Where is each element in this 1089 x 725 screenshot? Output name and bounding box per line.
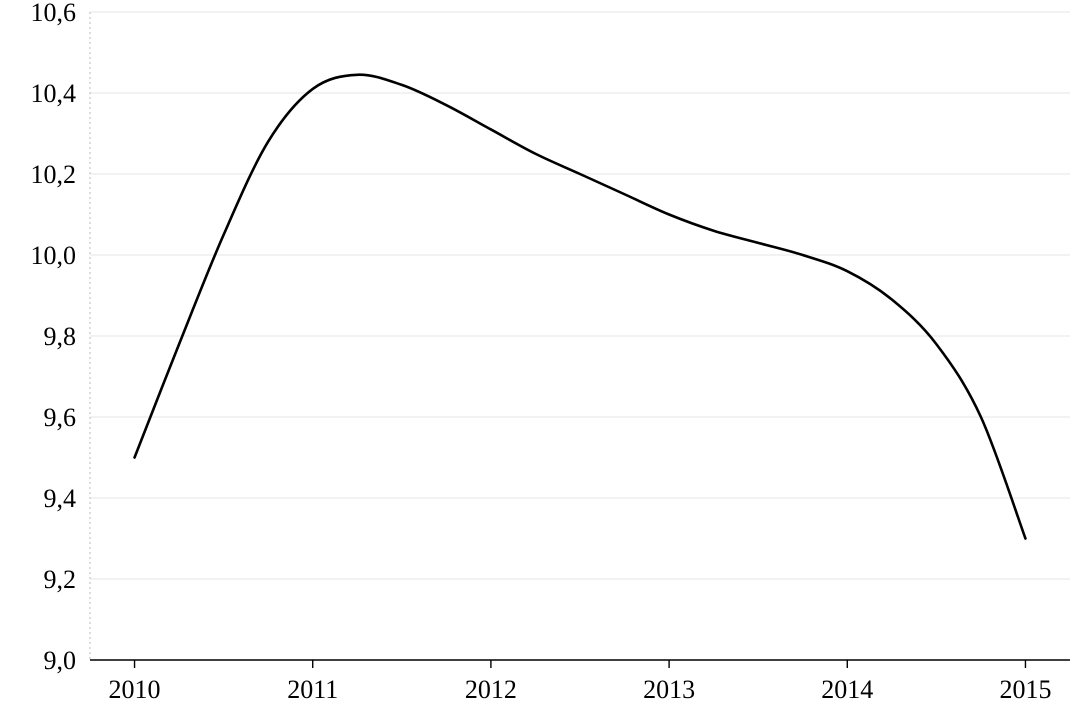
y-tick-label: 9,0 <box>44 646 77 675</box>
chart-svg: 2010 2011 2012 2013 2014 2015 9,0 9,2 9,4 9,6 9,8 1… <box>0 0 1089 725</box>
x-tick-label: 2013 <box>643 675 695 704</box>
line-chart: 2010 2011 2012 2013 2014 2015 9,0 9,2 9,4 9,6 9,8 1… <box>0 0 1089 725</box>
x-tick-label: 2015 <box>999 675 1051 704</box>
y-tick-label: 10,0 <box>31 241 77 270</box>
y-tick-label: 9,8 <box>44 322 77 351</box>
x-tick-label: 2011 <box>287 675 338 704</box>
y-tick-label: 10,2 <box>31 160 77 189</box>
y-tick-label: 10,6 <box>31 0 77 27</box>
y-tick-label: 10,4 <box>31 79 77 108</box>
x-tick-label: 2012 <box>465 675 517 704</box>
y-tick-label: 9,4 <box>44 484 77 513</box>
x-tick-label: 2010 <box>109 675 161 704</box>
x-tick-label: 2014 <box>821 675 873 704</box>
y-tick-label: 9,2 <box>44 565 77 594</box>
y-tick-label: 9,6 <box>44 403 77 432</box>
